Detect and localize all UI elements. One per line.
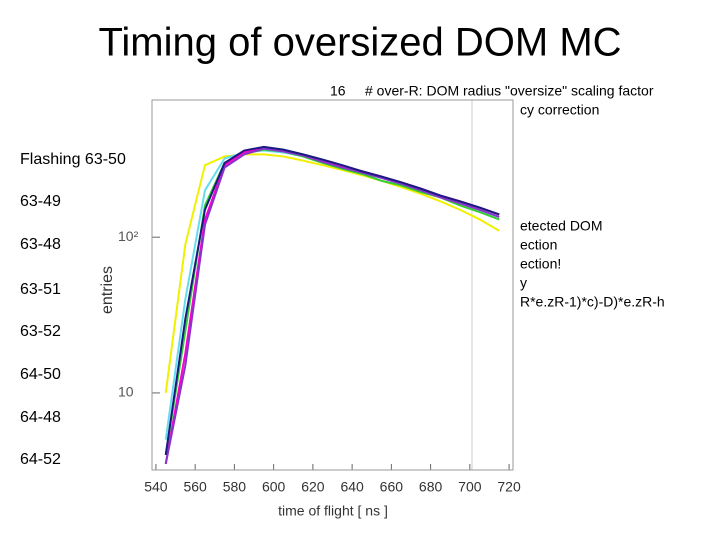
note-line: cy correction [520, 102, 599, 118]
note-line: ection! [520, 256, 561, 272]
note-line: y [520, 275, 527, 291]
x-tick-label: 560 [183, 479, 207, 495]
x-tick-label: 600 [262, 479, 286, 495]
y-tick-label: 10² [118, 228, 139, 244]
series-line [164, 147, 500, 465]
y-tick-label: 10 [118, 384, 134, 400]
plot-frame [151, 99, 514, 471]
x-tick-label: 620 [301, 479, 325, 495]
series-line [164, 153, 500, 394]
flasher-label: 63-48 [20, 236, 61, 253]
notes: cy correction etected DOM ection ection! y R*… [520, 102, 665, 310]
x-tick-label: 680 [419, 479, 443, 495]
flasher-label: 64-48 [20, 409, 61, 426]
flasher-label: 63-52 [20, 323, 61, 340]
x-tick-label: 720 [497, 479, 521, 495]
x-tick-label: 540 [144, 479, 168, 495]
x-axis-label: time of flight [ ns ] [278, 503, 388, 519]
flasher-label: 63-49 [20, 193, 61, 210]
note-line: etected DOM [520, 218, 602, 234]
flasher-label: 64-52 [20, 451, 61, 468]
plot: 540 560 580 600 620 640 660 680 700 720 10 10² time … [99, 99, 521, 519]
label-list: Flashing 63-50 63-49 63-48 63-51 63-52 64-50 6… [20, 151, 126, 468]
flasher-label: 64-50 [20, 366, 61, 383]
plot-background [100, 100, 520, 500]
flasher-label: Flashing 63-50 [20, 151, 126, 168]
x-tick-label: 660 [380, 479, 404, 495]
note-line: # over-R: DOM radius "oversize" scaling … [365, 83, 654, 99]
x-tick-label: 640 [340, 479, 364, 495]
note-line: R*e.zR-1)*c)-D)*e.zR-h [520, 294, 665, 310]
note-line: ection [520, 237, 557, 253]
y-axis-label: entries [99, 266, 116, 314]
slide-title: Timing of oversized DOM MC [98, 21, 621, 65]
note-number: 16 [330, 83, 346, 99]
flasher-label: 63-51 [20, 281, 61, 298]
series-line [164, 145, 500, 456]
x-tick-label: 700 [458, 479, 482, 495]
x-tick-label: 580 [223, 479, 247, 495]
